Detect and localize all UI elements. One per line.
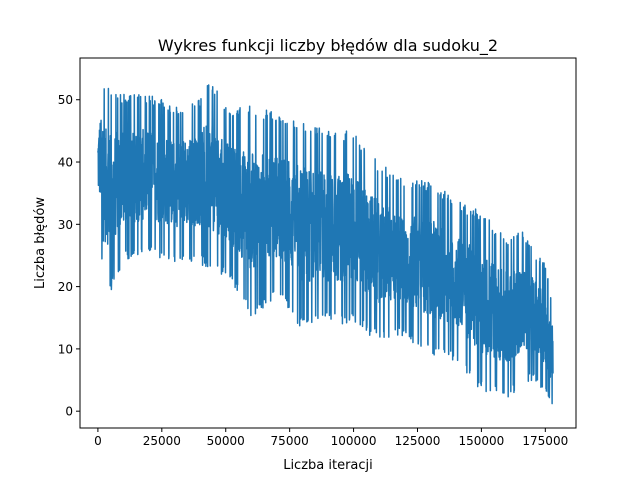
series-line [97, 84, 554, 405]
y-axis-label: Liczba błędów [33, 197, 48, 289]
x-tick-label: 100000 [331, 434, 377, 448]
x-tick-label: 150000 [458, 434, 504, 448]
y-tick-label: 30 [58, 218, 73, 232]
y-tick-label: 50 [58, 93, 73, 107]
x-tick-label: 0 [94, 434, 102, 448]
y-tick-label: 10 [58, 342, 73, 356]
chart-title: Wykres funkcji liczby błędów dla sudoku_… [158, 36, 498, 56]
x-tick-label: 25000 [143, 434, 181, 448]
plot-frame [79, 57, 577, 429]
x-axis-label: Liczba iteracji [283, 458, 373, 473]
y-tick-label: 0 [65, 405, 73, 419]
x-tick-label: 75000 [271, 434, 309, 448]
y-tick-label: 20 [58, 280, 73, 294]
x-tick-label: 125000 [395, 434, 441, 448]
y-tick-label: 40 [58, 156, 73, 170]
x-tick-label: 50000 [207, 434, 245, 448]
x-tick-label: 175000 [522, 434, 568, 448]
